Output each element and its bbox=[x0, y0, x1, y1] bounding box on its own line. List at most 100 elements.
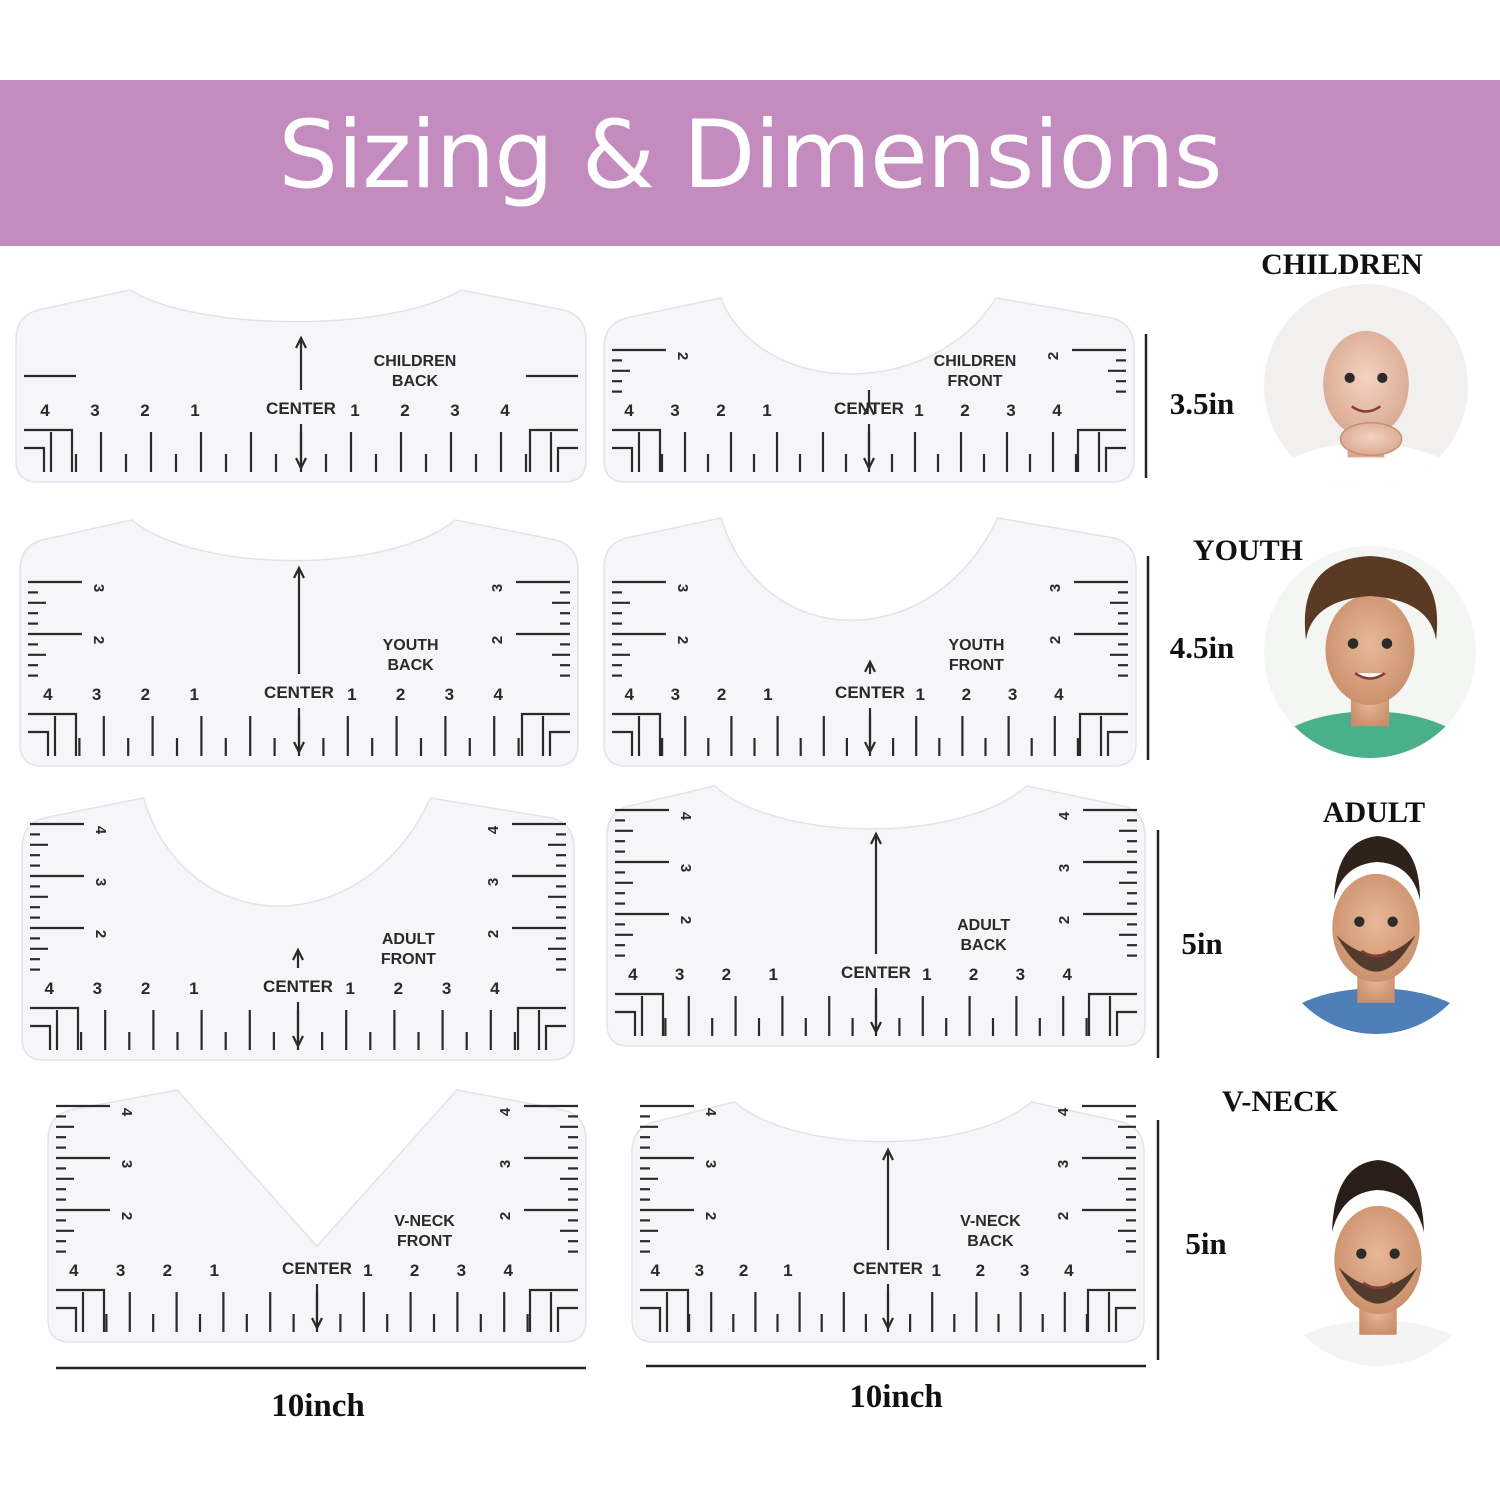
ruler-number-left: 1 bbox=[189, 685, 198, 704]
bottom-ticks bbox=[637, 432, 1101, 472]
eye-right bbox=[1389, 1248, 1400, 1259]
ruler-number-left: 1 bbox=[783, 1261, 792, 1280]
side-number-right: 2 bbox=[1047, 636, 1064, 644]
ruler-number-right: 1 bbox=[922, 965, 931, 984]
side-number-right: 3 bbox=[485, 878, 502, 886]
adult-photo bbox=[1272, 826, 1480, 1034]
side-number-right: 2 bbox=[1056, 916, 1073, 924]
side-number-right: 4 bbox=[497, 1107, 514, 1116]
shirt-shape bbox=[1269, 711, 1471, 758]
ruler-number-left: 2 bbox=[141, 979, 150, 998]
ruler-number-right: 4 bbox=[1064, 1261, 1074, 1280]
arrow-head-up bbox=[882, 1147, 894, 1161]
ruler-number-left: 1 bbox=[768, 965, 777, 984]
mouth bbox=[1360, 949, 1392, 958]
shirt-shape bbox=[1279, 1320, 1477, 1366]
side-number-left: 3 bbox=[90, 584, 107, 592]
ruler-number-left: 3 bbox=[93, 979, 102, 998]
ruler-name-line2: BACK bbox=[960, 937, 1007, 954]
side-number-left: 4 bbox=[677, 812, 694, 821]
center-label: CENTER bbox=[282, 1259, 352, 1278]
ruler-name-line2: FRONT bbox=[381, 951, 436, 968]
ruler-number-left: 4 bbox=[624, 685, 634, 704]
center-label: CENTER bbox=[263, 977, 333, 996]
ruler-name-line1: YOUTH bbox=[383, 637, 439, 654]
height-label: 3.5in bbox=[1170, 386, 1235, 421]
ruler-number-left: 1 bbox=[190, 401, 199, 420]
ruler-children-back: 4 3 2 1 1 2 3 4 CENTER CHILDREN BACK bbox=[15, 289, 587, 483]
ruler-number-left: 4 bbox=[43, 685, 53, 704]
side-number-right: 3 bbox=[489, 584, 506, 592]
side-number-left: 2 bbox=[92, 930, 109, 938]
ruler-number-left: 2 bbox=[163, 1261, 172, 1280]
side-number-left: 4 bbox=[92, 826, 109, 835]
arrow-head-up bbox=[293, 565, 305, 579]
ruler-number-right: 1 bbox=[363, 1261, 372, 1280]
height-label: 4.5in bbox=[1170, 630, 1235, 665]
ruler-number-right: 2 bbox=[394, 979, 403, 998]
side-number-right: 4 bbox=[485, 825, 502, 834]
adult-photo-content bbox=[1272, 826, 1480, 1034]
bottom-ticks bbox=[49, 432, 553, 472]
ruler-adult-front: 4 3 2 1 1 2 3 4 CENTER ADULT FRONT 2 2 3 3 4 4 bbox=[21, 797, 575, 1061]
arrow-head-up bbox=[292, 947, 304, 961]
side-number-left: 2 bbox=[674, 352, 691, 360]
ruler-body bbox=[21, 797, 575, 1061]
side-number-right: 3 bbox=[1047, 584, 1064, 592]
arrow-head-down bbox=[863, 457, 875, 471]
left-inner-bracket bbox=[640, 1288, 690, 1332]
ruler-number-right: 1 bbox=[914, 401, 923, 420]
left-inner-bracket bbox=[24, 428, 74, 472]
ruler-number-left: 2 bbox=[141, 685, 150, 704]
ruler-number-right: 4 bbox=[493, 685, 503, 704]
left-corner-bracket bbox=[612, 730, 634, 756]
left-corner-bracket bbox=[30, 1024, 52, 1050]
side-number-right: 4 bbox=[1055, 1107, 1072, 1116]
right-corner-bracket bbox=[556, 1306, 578, 1332]
ruler-number-left: 3 bbox=[695, 1261, 704, 1280]
side-number-right: 2 bbox=[1045, 352, 1062, 360]
ruler-number-right: 1 bbox=[345, 979, 354, 998]
right-corner-bracket bbox=[556, 446, 578, 472]
ruler-name-line1: V-NECK bbox=[394, 1213, 455, 1230]
ruler-number-left: 3 bbox=[116, 1261, 125, 1280]
ruler-number-left: 4 bbox=[69, 1261, 79, 1280]
left-inner-bracket bbox=[612, 428, 662, 472]
hand-shape bbox=[1339, 421, 1403, 457]
shirt-shape bbox=[1277, 988, 1475, 1034]
ruler-number-right: 3 bbox=[1016, 965, 1025, 984]
center-label: CENTER bbox=[264, 683, 334, 702]
ruler-number-left: 4 bbox=[650, 1261, 660, 1280]
arrow-head-down bbox=[293, 741, 305, 755]
ruler-children-front: 4 3 2 1 1 2 3 4 CENTER CHILDREN FRONT 2 2 bbox=[603, 297, 1135, 483]
height-label: 5in bbox=[1185, 1226, 1226, 1261]
ruler-number-right: 4 bbox=[500, 401, 510, 420]
ruler-number-left: 1 bbox=[763, 685, 772, 704]
ruler-name-line2: FRONT bbox=[949, 657, 1004, 674]
ruler-number-right: 3 bbox=[1008, 685, 1017, 704]
right-corner-bracket bbox=[1106, 730, 1128, 756]
ruler-number-right: 2 bbox=[960, 401, 969, 420]
left-inner-bracket bbox=[56, 1288, 106, 1332]
face-shape bbox=[1323, 330, 1409, 437]
arrow-head-down bbox=[292, 1035, 304, 1049]
ruler-number-right: 2 bbox=[396, 685, 405, 704]
eye-left bbox=[1347, 638, 1359, 649]
ruler-number-left: 4 bbox=[628, 965, 638, 984]
ruler-number-right: 1 bbox=[347, 685, 356, 704]
ruler-number-right: 3 bbox=[1006, 401, 1015, 420]
side-number-right: 2 bbox=[489, 636, 506, 644]
left-inner-bracket bbox=[30, 1006, 80, 1050]
ruler-number-right: 2 bbox=[969, 965, 978, 984]
left-corner-bracket bbox=[24, 446, 46, 472]
left-corner-bracket bbox=[612, 446, 634, 472]
left-corner-bracket bbox=[28, 730, 50, 756]
arrow-head-up bbox=[863, 402, 875, 416]
side-number-left: 2 bbox=[90, 636, 107, 644]
ruler-youth-front: 4 3 2 1 1 2 3 4 CENTER YOUTH FRONT 2 2 3 3 bbox=[603, 517, 1137, 767]
ruler-number-right: 1 bbox=[915, 685, 924, 704]
ruler-number-left: 3 bbox=[92, 685, 101, 704]
left-corner-bracket bbox=[56, 1306, 78, 1332]
center-label: CENTER bbox=[853, 1259, 923, 1278]
